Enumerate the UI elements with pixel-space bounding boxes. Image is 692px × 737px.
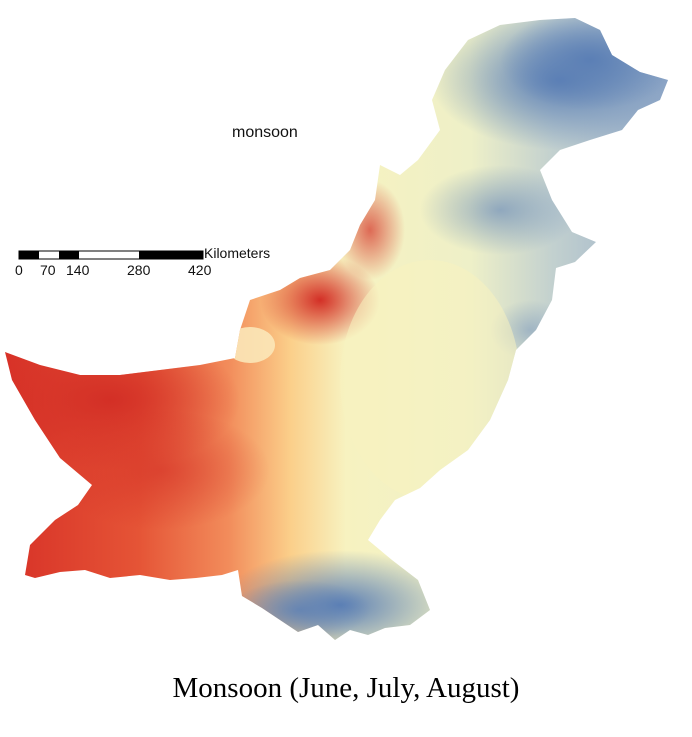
scale-tick: 70 bbox=[40, 262, 56, 278]
scale-bar bbox=[18, 250, 204, 260]
map-caption: Monsoon (June, July, August) bbox=[172, 672, 520, 704]
map-label: monsoon bbox=[232, 124, 298, 141]
scale-tick: 140 bbox=[66, 262, 90, 278]
scale-tick: 280 bbox=[127, 262, 151, 278]
scale-tick: 0 bbox=[15, 262, 23, 278]
scale-tick: 420 bbox=[188, 262, 212, 278]
scale-units: Kilometers bbox=[204, 245, 271, 261]
